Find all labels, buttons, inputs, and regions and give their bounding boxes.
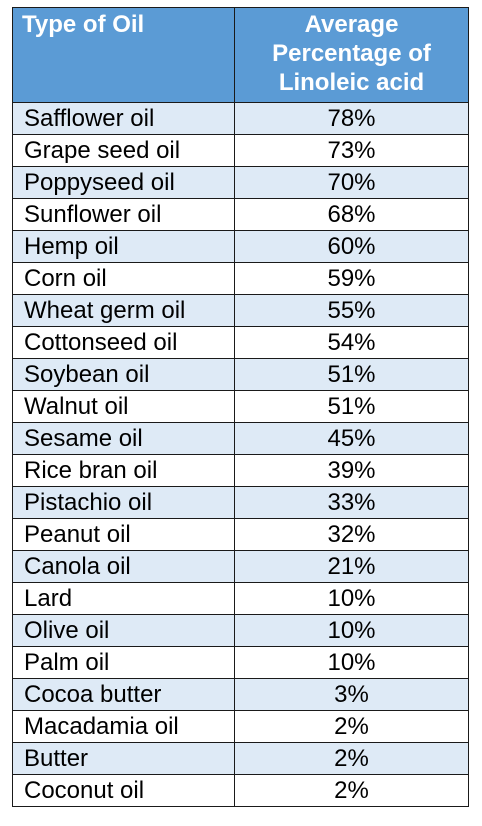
header-line: Linoleic acid [278,69,425,96]
linoleic-percentage-cell: 70% [234,166,469,199]
linoleic-percentage-cell: 39% [234,454,469,487]
oil-name-cell: Lard [12,582,235,615]
linoleic-percentage-cell: 78% [234,102,469,135]
table-row: Cocoa butter 3% [12,678,469,711]
linoleic-percentage-cell: 3% [234,678,469,711]
oil-name-cell: Palm oil [12,646,235,679]
table-row: Grape seed oil 73% [12,134,469,167]
table-row: Macadamia oil 2% [12,710,469,743]
oil-name-cell: Sesame oil [12,422,235,455]
header-row: Type of Oil Average Percentage of Linole… [12,7,469,103]
header-line: Average [304,11,399,38]
oil-name-cell: Macadamia oil [12,710,235,743]
oil-name-cell: Pistachio oil [12,486,235,519]
oil-name-cell: Hemp oil [12,230,235,263]
header-line: Percentage of [272,40,431,67]
linoleic-percentage-cell: 73% [234,134,469,167]
linoleic-percentage-cell: 32% [234,518,469,551]
linoleic-percentage-cell: 68% [234,198,469,231]
oil-name-cell: Olive oil [12,614,235,647]
linoleic-percentage-cell: 45% [234,422,469,455]
oil-name-cell: Peanut oil [12,518,235,551]
table-row: Palm oil 10% [12,646,469,679]
linoleic-percentage-cell: 21% [234,550,469,583]
table-row: Walnut oil 51% [12,390,469,423]
table-row: Sunflower oil 68% [12,198,469,231]
table-row: Sesame oil 45% [12,422,469,455]
table-row: Corn oil 59% [12,262,469,295]
linoleic-percentage-cell: 10% [234,614,469,647]
linoleic-percentage-cell: 2% [234,710,469,743]
table-row: Wheat germ oil 55% [12,294,469,327]
linoleic-percentage-cell: 55% [234,294,469,327]
linoleic-acid-table: Type of Oil Average Percentage of Linole… [12,7,469,807]
table-row: Cottonseed oil 54% [12,326,469,359]
table-row: Coconut oil 2% [12,774,469,807]
header-average-percentage: Average Percentage of Linoleic acid [234,7,469,103]
oil-name-cell: Grape seed oil [12,134,235,167]
oil-name-cell: Cottonseed oil [12,326,235,359]
oil-name-cell: Poppyseed oil [12,166,235,199]
linoleic-percentage-cell: 10% [234,646,469,679]
oil-name-cell: Butter [12,742,235,775]
oil-name-cell: Wheat germ oil [12,294,235,327]
oil-name-cell: Walnut oil [12,390,235,423]
oil-name-cell: Sunflower oil [12,198,235,231]
table-row: Canola oil 21% [12,550,469,583]
oil-name-cell: Cocoa butter [12,678,235,711]
oil-name-cell: Corn oil [12,262,235,295]
table-row: Safflower oil 78% [12,102,469,135]
linoleic-percentage-cell: 10% [234,582,469,615]
linoleic-percentage-cell: 2% [234,774,469,807]
table-row: Lard 10% [12,582,469,615]
linoleic-percentage-cell: 33% [234,486,469,519]
oil-name-cell: Soybean oil [12,358,235,391]
table-row: Pistachio oil 33% [12,486,469,519]
linoleic-percentage-cell: 59% [234,262,469,295]
header-type-of-oil: Type of Oil [12,7,235,103]
linoleic-acid-table-container: Type of Oil Average Percentage of Linole… [12,7,469,807]
linoleic-percentage-cell: 2% [234,742,469,775]
table-row: Soybean oil 51% [12,358,469,391]
table-row: Butter 2% [12,742,469,775]
linoleic-percentage-cell: 60% [234,230,469,263]
oil-name-cell: Coconut oil [12,774,235,807]
table-row: Olive oil 10% [12,614,469,647]
linoleic-percentage-cell: 51% [234,390,469,423]
linoleic-percentage-cell: 54% [234,326,469,359]
table-row: Rice bran oil 39% [12,454,469,487]
table-row: Poppyseed oil 70% [12,166,469,199]
oil-name-cell: Safflower oil [12,102,235,135]
table-row: Peanut oil 32% [12,518,469,551]
table-row: Hemp oil 60% [12,230,469,263]
table-body: Safflower oil 78% Grape seed oil 73% Poppyse… [12,102,469,807]
oil-name-cell: Canola oil [12,550,235,583]
table-header: Type of Oil Average Percentage of Linole… [12,7,469,103]
oil-name-cell: Rice bran oil [12,454,235,487]
linoleic-percentage-cell: 51% [234,358,469,391]
